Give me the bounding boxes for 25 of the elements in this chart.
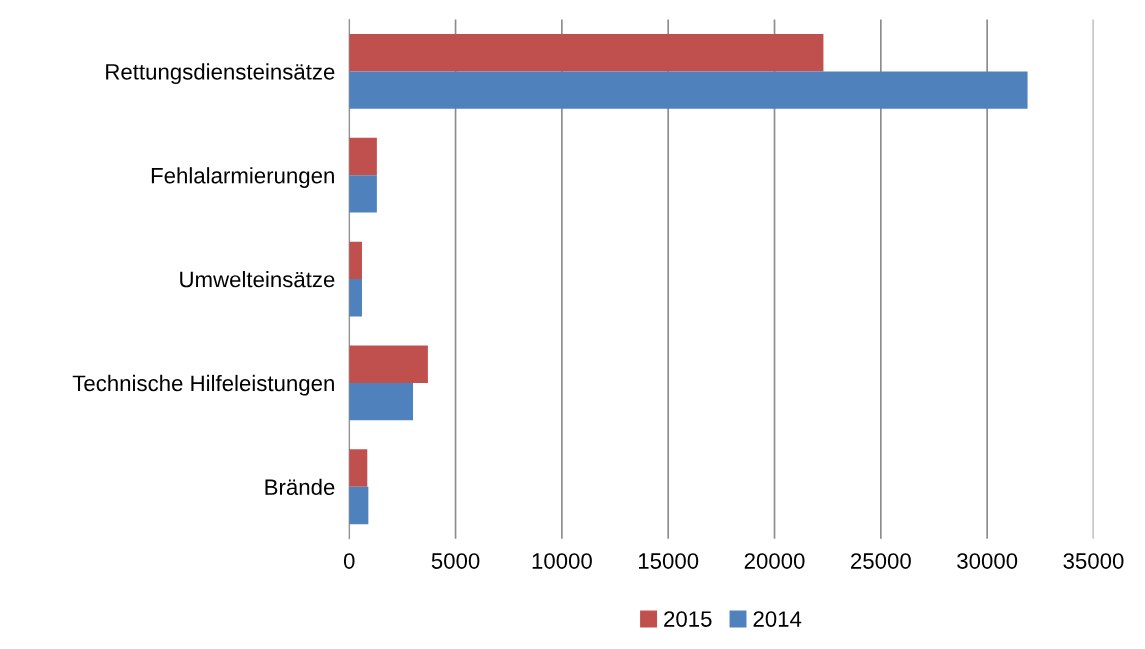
bar — [349, 345, 428, 383]
bar — [349, 241, 362, 280]
bar — [349, 137, 377, 176]
bar — [349, 175, 377, 213]
bar — [349, 279, 362, 317]
y-tick-label: Technische Hilfeleistungen — [72, 374, 334, 396]
x-tick-label: 5000 — [431, 553, 480, 569]
x-tick-label: 20000 — [744, 553, 805, 569]
bar — [349, 71, 1028, 109]
x-tick-label: 15000 — [638, 553, 699, 569]
x-tick-label: 0 — [343, 553, 355, 569]
bar — [349, 382, 414, 421]
x-tick-label: 30000 — [957, 553, 1018, 569]
bar — [349, 486, 369, 525]
bar — [349, 449, 368, 487]
x-tick-label: 35000 — [1063, 553, 1124, 569]
legend-label: 2014 — [753, 611, 802, 627]
legend-label: 2015 — [664, 611, 712, 627]
x-tick-label: 10000 — [532, 553, 592, 569]
y-tick-label: Brände — [265, 478, 335, 496]
y-tick-label: Rettungsdiensteinsätze — [106, 63, 335, 85]
x-tick-label: 25000 — [851, 553, 911, 569]
y-tick-label: Umwelteinsätze — [180, 271, 335, 288]
y-tick-label: Fehlalarmierungen — [151, 167, 334, 188]
bar — [349, 34, 824, 72]
